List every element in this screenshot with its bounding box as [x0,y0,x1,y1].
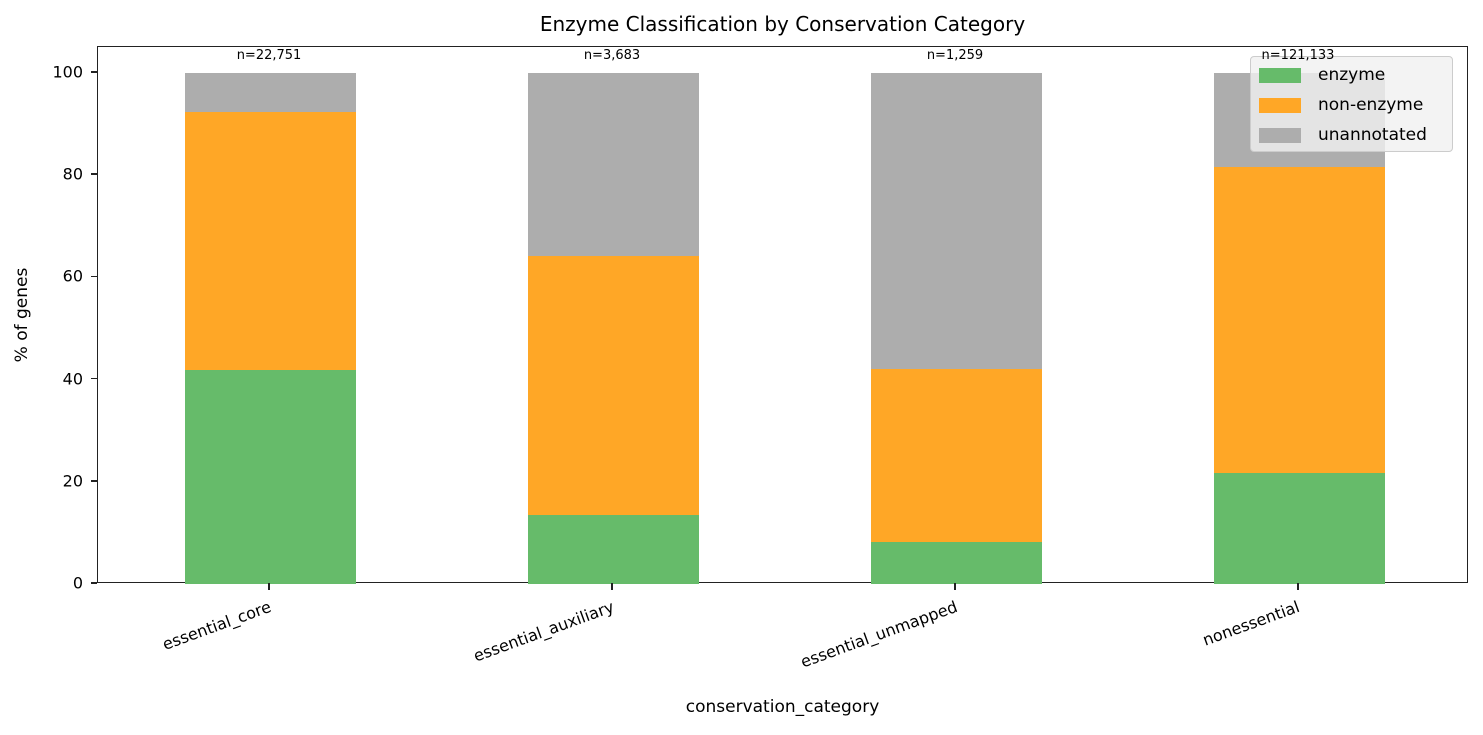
sample-size-label: n=121,133 [1261,48,1335,63]
x-tick-mark [1297,583,1299,590]
y-tick-mark [91,582,97,584]
y-tick-label: 80 [62,164,83,184]
legend-swatch [1259,127,1301,143]
x-tick-label: essential_auxiliary [470,597,617,666]
x-tick-label: nonessential [1200,597,1303,650]
legend-label: enzyme [1318,65,1386,85]
bar-segment-unannotated [870,73,1042,369]
bar-segment-enzyme [1213,473,1385,584]
bar-essential_core [184,47,356,584]
sample-size-label: n=22,751 [236,48,302,63]
y-tick-label: 40 [62,369,83,389]
sample-size-label: n=3,683 [583,48,641,63]
y-tick-mark [91,377,97,380]
y-tick-mark [91,173,97,175]
bar-segment-non-enzyme [184,111,356,370]
plot-area [97,46,1468,584]
legend-item-enzyme: enzyme [1259,64,1385,86]
sample-size-label: n=1,259 [926,48,984,63]
legend-swatch [1259,97,1301,113]
bar-segment-unannotated [527,73,699,256]
bar-segment-enzyme [870,542,1042,584]
y-tick-label: 0 [72,573,83,593]
x-tick-mark [954,583,956,590]
bar-segment-non-enzyme [1213,167,1385,474]
bar-segment-enzyme [184,369,356,584]
legend-item-non-enzyme: non-enzyme [1259,94,1423,116]
y-tick-mark [91,71,97,73]
bar-segment-enzyme [527,515,699,584]
y-tick-label: 100 [52,62,83,82]
y-axis-label: % of genes [12,267,32,363]
y-tick-label: 20 [62,471,83,491]
x-tick-mark [611,583,613,590]
y-tick-mark [91,480,97,482]
x-tick-label: essential_unmapped [797,597,960,672]
x-axis-label: conservation_category [685,697,880,717]
legend-label: unannotated [1318,125,1427,145]
legend-item-unannotated: unannotated [1259,124,1427,146]
legend-swatch [1259,67,1301,83]
bar-essential_auxiliary [527,47,699,584]
chart-title: Enzyme Classification by Conservation Ca… [539,12,1026,36]
y-tick-label: 60 [62,266,83,286]
bar-segment-unannotated [184,73,356,112]
x-tick-label: essential_core [159,597,274,654]
y-tick-mark [91,275,97,278]
bar-essential_unmapped [870,47,1042,584]
bar-segment-non-enzyme [527,255,699,515]
x-tick-mark [268,583,270,590]
legend: enzyme non-enzyme unannotated [1250,56,1453,152]
legend-label: non-enzyme [1318,95,1424,115]
bar-segment-non-enzyme [870,368,1042,543]
